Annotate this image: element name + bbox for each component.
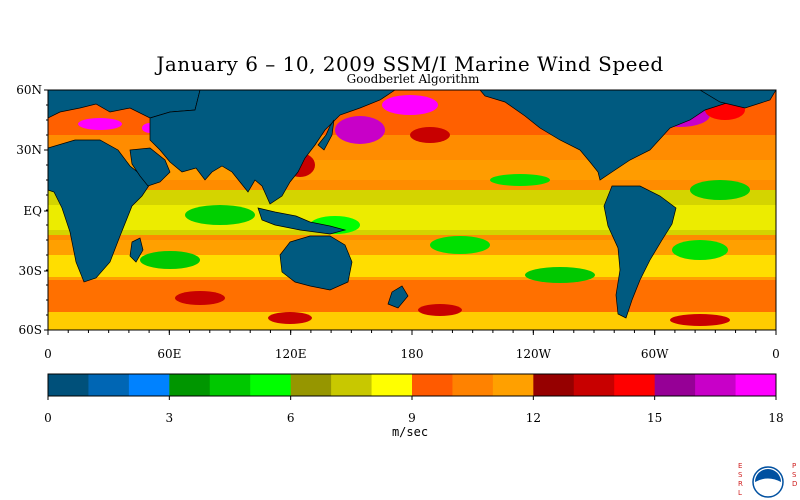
colorbar-swatch — [735, 374, 777, 396]
lat-label: 30S — [19, 264, 43, 278]
lat-label: 60S — [19, 323, 43, 337]
logo-letter: R — [738, 480, 743, 488]
colorbar-swatch — [654, 374, 696, 396]
indonesia-land — [257, 207, 347, 235]
logo-letter: S — [738, 471, 743, 479]
japan-land — [317, 119, 335, 151]
lon-label: 120E — [275, 347, 307, 361]
colorbar-swatch — [412, 374, 453, 396]
colorbar-tick-label: 15 — [647, 411, 662, 425]
colorbar-swatch — [250, 374, 292, 396]
colorbar-swatch — [371, 374, 413, 396]
south-america-land — [603, 185, 677, 319]
colorbar-tick-label: 9 — [408, 411, 416, 425]
arabia-land — [129, 147, 171, 187]
africa-land — [48, 139, 151, 283]
colorbar: 0 3 6 9 12 15 18 — [44, 373, 784, 425]
colorbar-tick-label: 12 — [526, 411, 541, 425]
lat-label: 30N — [16, 143, 42, 157]
logo-letter: S — [792, 471, 797, 479]
land-masses — [48, 90, 776, 319]
logo-letter: P — [792, 462, 796, 470]
asia-land — [149, 90, 396, 205]
madagascar-land — [129, 237, 144, 263]
lon-label: 60E — [157, 347, 181, 361]
lon-label: 180 — [401, 347, 424, 361]
colorbar-tick-label: 18 — [768, 411, 783, 425]
lon-label: 120W — [516, 347, 552, 361]
australia-land — [279, 235, 353, 291]
lat-label: EQ — [23, 204, 42, 218]
north-america-land — [479, 90, 741, 181]
lat-label: 60N — [16, 83, 42, 97]
colorbar-swatch — [128, 374, 170, 396]
new-zealand-land — [387, 285, 409, 309]
colorbar-swatch — [169, 374, 211, 396]
colorbar-tick-label: 6 — [287, 411, 295, 425]
logo-letter: E — [738, 462, 742, 470]
colorbar-tick-label: 0 — [44, 411, 52, 425]
colorbar-swatch — [331, 374, 373, 396]
page-subtitle: Goodberlet Algorithm — [346, 72, 480, 86]
colorbar-swatch — [695, 374, 737, 396]
greenland-land — [699, 90, 776, 109]
lon-label: 0 — [44, 347, 52, 361]
lon-label: 0 — [772, 347, 780, 361]
logo-letter: L — [738, 489, 742, 497]
colorbar-swatch — [209, 374, 251, 396]
colorbar-swatch — [614, 374, 656, 396]
colorbar-swatch — [88, 374, 130, 396]
logo-letter: D — [792, 480, 797, 488]
lon-label: 60W — [641, 347, 669, 361]
colorbar-swatch — [533, 374, 575, 396]
page-title: January 6 – 10, 2009 SSM/I Marine Wind S… — [156, 52, 664, 76]
colorbar-tick-label: 3 — [166, 411, 174, 425]
colorbar-swatch — [452, 374, 494, 396]
colorbar-swatch — [492, 374, 534, 396]
colorbar-swatch — [573, 374, 615, 396]
colorbar-swatch — [48, 374, 89, 396]
colorbar-swatch — [290, 374, 332, 396]
colorbar-units: m/sec — [391, 425, 429, 439]
